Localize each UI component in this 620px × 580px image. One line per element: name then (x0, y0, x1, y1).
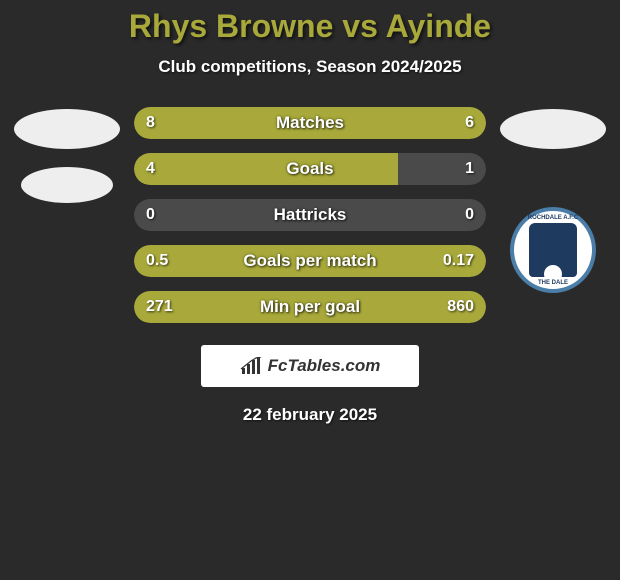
badge-bottom-text: THE DALE (514, 280, 592, 286)
stat-right-value: 6 (465, 107, 474, 139)
page-title: Rhys Browne vs Ayinde (0, 8, 620, 45)
badge-shield (529, 223, 577, 277)
attribution-text: FcTables.com (268, 356, 381, 376)
stat-row: Min per goal271 860 (134, 291, 486, 323)
stat-right-value: 0.17 (443, 245, 474, 277)
chart-icon (240, 357, 262, 375)
date-text: 22 february 2025 (0, 405, 620, 425)
main-row: Matches8 6 Goals4 1 Hattricks0 0 Goals per mat… (0, 107, 620, 323)
stat-right-value: 1 (465, 153, 474, 185)
stat-left-value: 4 (146, 153, 155, 185)
stat-label: Goals (134, 153, 486, 185)
club-badge: ROCHDALE A.F.C THE DALE (510, 207, 596, 293)
stat-row: Matches8 6 (134, 107, 486, 139)
left-logo-placeholder-1 (14, 109, 120, 149)
stat-row: Goals per match0.5 0.17 (134, 245, 486, 277)
right-logo-ellipse (500, 109, 606, 149)
left-logo-placeholder-2 (21, 167, 113, 203)
stat-label: Hattricks (134, 199, 486, 231)
attribution-box: FcTables.com (201, 345, 419, 387)
stat-label: Goals per match (134, 245, 486, 277)
subtitle: Club competitions, Season 2024/2025 (0, 57, 620, 77)
stat-label: Matches (134, 107, 486, 139)
stat-right-value: 0 (465, 199, 474, 231)
stat-right-value: 860 (447, 291, 474, 323)
stat-left-value: 271 (146, 291, 173, 323)
badge-top-text: ROCHDALE A.F.C (514, 215, 592, 221)
infographic-container: Rhys Browne vs Ayinde Club competitions,… (0, 0, 620, 425)
stat-left-value: 0 (146, 199, 155, 231)
comparison-bars: Matches8 6 Goals4 1 Hattricks0 0 Goals per mat… (134, 107, 486, 323)
left-player-column (12, 107, 122, 221)
stat-row: Hattricks0 0 (134, 199, 486, 231)
stat-label: Min per goal (134, 291, 486, 323)
stat-left-value: 8 (146, 107, 155, 139)
stat-left-value: 0.5 (146, 245, 168, 277)
stat-row: Goals4 1 (134, 153, 486, 185)
right-player-column: ROCHDALE A.F.C THE DALE (498, 107, 608, 293)
